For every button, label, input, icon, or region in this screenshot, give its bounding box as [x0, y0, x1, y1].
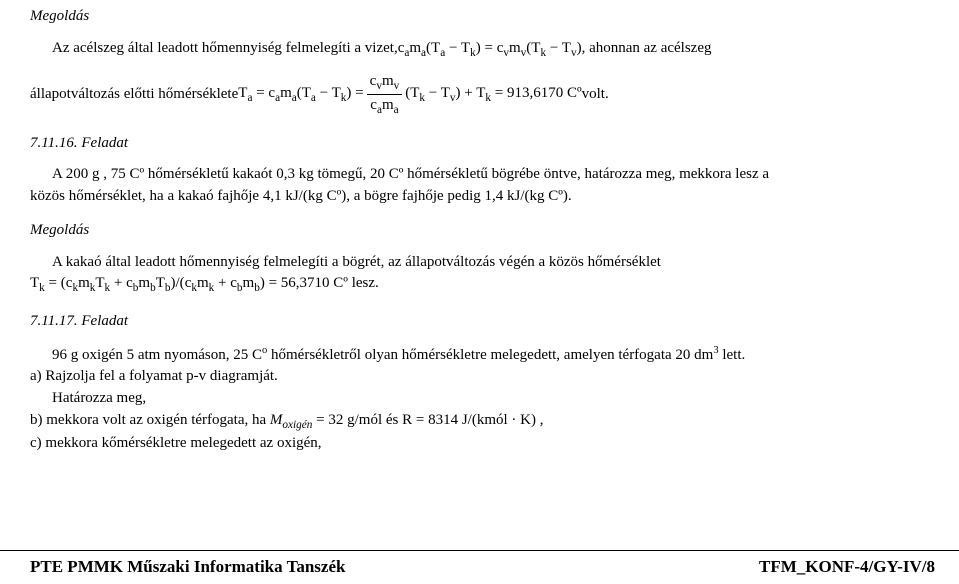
task-16-title: 7.11.16. Feladat	[30, 133, 935, 155]
paragraph-3: A 200 g , 75 Cº hőmérsékletű kakaót 0,3 …	[30, 164, 935, 208]
task-17-title: 7.11.17. Feladat	[30, 311, 935, 333]
paragraph-1: Az acélszeg által leadott hőmennyiség fe…	[30, 38, 935, 61]
p1-text-b: , ahonnan az acélszeg	[582, 40, 712, 56]
footer-left: PTE PMMK Műszaki Informatika Tanszék	[30, 555, 345, 580]
p2-text-a: állapotváltozás előtti hőmérséklete	[30, 84, 238, 106]
section-title-2: Megoldás	[30, 220, 935, 242]
eq-1: cama(Ta − Tk) = cvmv(Tk − Tv)	[398, 40, 582, 56]
paragraph-5: 96 g oxigén 5 atm nyomáson, 25 Co hőmérs…	[30, 343, 935, 367]
page-footer: PTE PMMK Műszaki Informatika Tanszék TFM…	[0, 550, 959, 580]
section-title-1: Megoldás	[30, 6, 935, 28]
p3-line-2: közös hőmérséklet, ha a kakaó fajhője 4,…	[30, 186, 935, 208]
paragraph-2: állapotváltozás előtti hőmérséklete Ta =…	[30, 71, 935, 119]
eq-2: Ta = cama(Ta − Tk) = cvmv cama (Tk − Tv)…	[238, 71, 581, 119]
paragraph-8: b) mekkora volt az oxigén térfogata, ha …	[30, 410, 935, 433]
paragraph-6: a) Rajzolja fel a folyamat p-v diagramjá…	[30, 366, 935, 388]
paragraph-4: A kakaó által leadott hőmennyiség felmel…	[30, 252, 935, 297]
paragraph-9: c) mekkora kőmérsékletre melegedett az o…	[30, 433, 935, 455]
paragraph-7: Határozza meg,	[30, 388, 935, 410]
p4-line-1: A kakaó által leadott hőmennyiség felmel…	[30, 252, 935, 274]
footer-right: TFM_KONF-4/GY-IV/8	[759, 555, 935, 580]
p2-text-b: volt.	[582, 84, 609, 106]
p3-line-1: A 200 g , 75 Cº hőmérsékletű kakaót 0,3 …	[30, 164, 935, 186]
p1-text-a: Az acélszeg által leadott hőmennyiség fe…	[30, 38, 398, 60]
eq-3: Tk = (ckmkTk + cbmbTb)/(ckmk + cbmb) = 5…	[30, 273, 935, 296]
